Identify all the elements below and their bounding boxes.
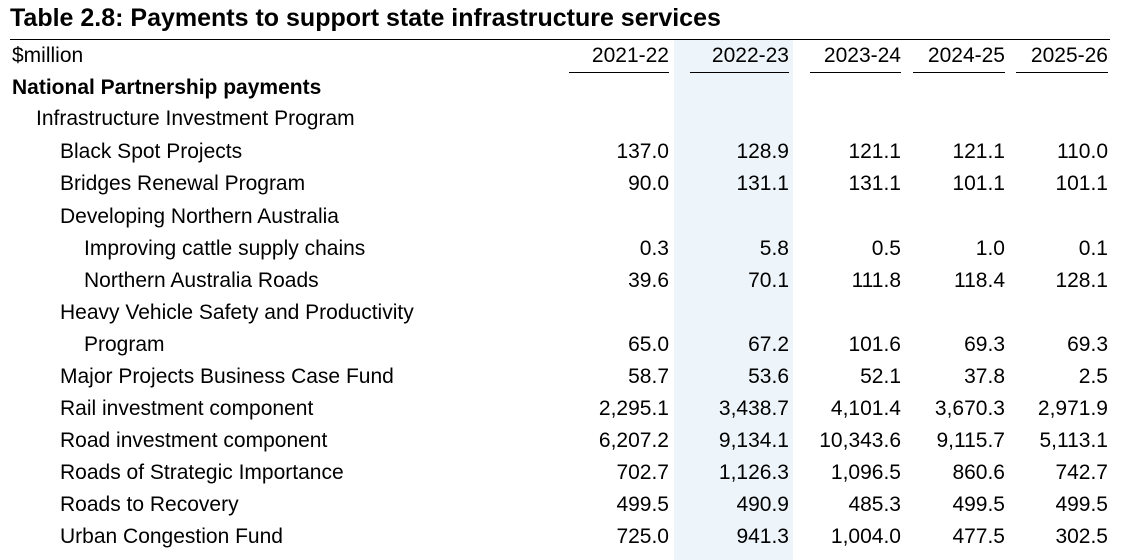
row-label: Program — [84, 333, 165, 356]
cell-value: 9,115.7 — [936, 429, 1005, 452]
cell-value: 0.1 — [1078, 237, 1108, 260]
cell-value: 1,126.3 — [718, 461, 789, 484]
table-row: Program 65.0 67.2 101.6 69.3 69.3 — [0, 331, 1127, 363]
cell-value: 2,971.9 — [1037, 397, 1108, 420]
table-row: Road investment component 6,207.2 9,134.… — [0, 427, 1127, 459]
cell-value: 118.4 — [954, 269, 1005, 292]
year-header: 2022-23 — [690, 42, 789, 73]
year-header: 2021-22 — [569, 42, 669, 73]
year-header: 2024-25 — [913, 42, 1005, 73]
row-label: National Partnership payments — [12, 76, 322, 99]
cell-value: 499.5 — [616, 493, 669, 516]
row-label: Road investment component — [60, 429, 328, 452]
cell-value: 2,295.1 — [598, 397, 669, 420]
row-label: Improving cattle supply chains — [84, 237, 366, 260]
row-label: Developing Northern Australia — [60, 205, 339, 228]
cell-value: 499.5 — [952, 493, 1005, 516]
table-row: Developing Northern Australia — [0, 203, 1127, 235]
header-row: $million 2021-22 2022-23 2023-24 2024-25… — [0, 42, 1127, 74]
cell-value: 1,096.5 — [830, 461, 901, 484]
row-label: Rail investment component — [60, 397, 314, 420]
cell-value: 725.0 — [616, 525, 669, 548]
row-label: Bridges Renewal Program — [60, 172, 306, 195]
cell-value: 52.1 — [860, 365, 901, 388]
cell-value: 53.6 — [748, 365, 789, 388]
cell-value: 1,004.0 — [830, 525, 901, 548]
cell-value: 499.5 — [1055, 493, 1108, 516]
cell-value: 0.3 — [639, 237, 669, 260]
cell-value: 110.0 — [1057, 140, 1108, 163]
cell-value: 101.1 — [952, 172, 1005, 195]
cell-value: 742.7 — [1055, 461, 1108, 484]
cell-value: 69.3 — [1067, 333, 1108, 356]
table-row: Major Projects Business Case Fund 58.7 5… — [0, 363, 1127, 395]
cell-value: 2.5 — [1078, 365, 1108, 388]
table-row: Black Spot Projects 137.0 128.9 121.1 12… — [0, 138, 1127, 170]
cell-value: 39.6 — [628, 269, 669, 292]
section-row: National Partnership payments — [0, 74, 1127, 106]
table-row: Urban Congestion Fund 725.0 941.3 1,004.… — [0, 523, 1127, 555]
cell-value: 5.8 — [759, 237, 789, 260]
cell-value: 101.6 — [848, 333, 901, 356]
table-row: Bridges Renewal Program 90.0 131.1 131.1… — [0, 170, 1127, 202]
table-row: Infrastructure Investment Program — [0, 105, 1127, 137]
cell-value: 128.1 — [1055, 269, 1108, 292]
cell-value: 90.0 — [628, 172, 669, 195]
cell-value: 941.3 — [736, 525, 789, 548]
cell-value: 37.8 — [964, 365, 1005, 388]
cell-value: 3,438.7 — [718, 397, 789, 420]
row-label: Major Projects Business Case Fund — [60, 365, 394, 388]
table-row: Heavy Vehicle Safety and Productivity — [0, 299, 1127, 331]
title-rule — [10, 39, 1110, 40]
row-label: Northern Australia Roads — [84, 269, 319, 292]
row-label: Heavy Vehicle Safety and Productivity — [60, 301, 414, 324]
cell-value: 65.0 — [628, 333, 669, 356]
cell-value: 67.2 — [748, 333, 789, 356]
cell-value: 128.9 — [736, 140, 789, 163]
cell-value: 131.1 — [736, 172, 789, 195]
cell-value: 121.1 — [952, 140, 1005, 163]
row-label: Urban Congestion Fund — [60, 525, 283, 548]
cell-value: 0.5 — [871, 237, 901, 260]
row-label: Roads to Recovery — [60, 493, 239, 516]
cell-value: 131.1 — [848, 172, 901, 195]
cell-value: 9,134.1 — [718, 429, 789, 452]
cell-value: 101.1 — [1055, 172, 1108, 195]
cell-value: 860.6 — [952, 461, 1005, 484]
table-row: Northern Australia Roads 39.6 70.1 111.8… — [0, 267, 1127, 299]
cell-value: 302.5 — [1055, 525, 1108, 548]
table-title: Table 2.8: Payments to support state inf… — [10, 4, 721, 32]
cell-value: 69.3 — [964, 333, 1005, 356]
cell-value: 121.1 — [848, 140, 901, 163]
cell-value: 490.9 — [736, 493, 789, 516]
cell-value: 4,101.4 — [830, 397, 901, 420]
cell-value: 3,670.3 — [934, 397, 1005, 420]
table-row: Roads of Strategic Importance 702.7 1,12… — [0, 459, 1127, 491]
row-label: Roads of Strategic Importance — [60, 461, 344, 484]
highlighted-column-shade — [674, 40, 793, 560]
year-header: 2023-24 — [810, 42, 901, 73]
cell-value: 477.5 — [952, 525, 1005, 548]
cell-value: 111.8 — [851, 269, 901, 292]
row-label: Infrastructure Investment Program — [36, 107, 355, 130]
cell-value: 70.1 — [748, 269, 789, 292]
cell-value: 6,207.2 — [598, 429, 669, 452]
cell-value: 485.3 — [848, 493, 901, 516]
table-row: Roads to Recovery 499.5 490.9 485.3 499.… — [0, 491, 1127, 523]
year-header: 2025-26 — [1016, 42, 1108, 73]
table-row: Improving cattle supply chains 0.3 5.8 0… — [0, 235, 1127, 267]
unit-label: $million — [12, 44, 84, 67]
cell-value: 137.0 — [616, 140, 669, 163]
cell-value: 10,343.6 — [819, 429, 901, 452]
cell-value: 5,113.1 — [1039, 429, 1108, 452]
row-label: Black Spot Projects — [60, 140, 243, 163]
cell-value: 702.7 — [616, 461, 669, 484]
table-row: Rail investment component 2,295.1 3,438.… — [0, 395, 1127, 427]
cell-value: 58.7 — [628, 365, 669, 388]
cell-value: 1.0 — [975, 237, 1005, 260]
